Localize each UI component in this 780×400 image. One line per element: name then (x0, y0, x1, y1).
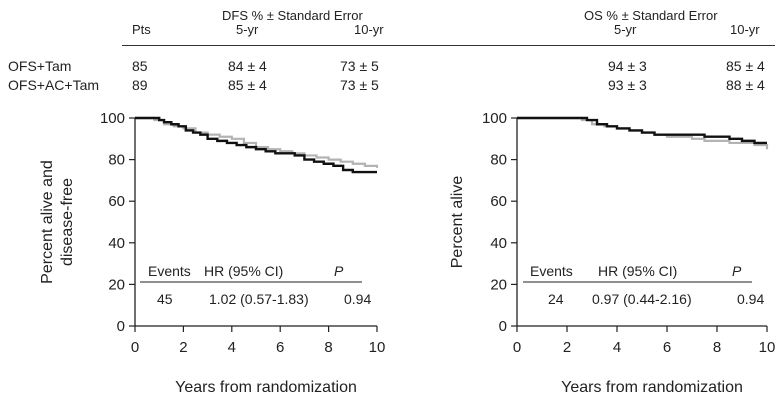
row-os-10yr: 88 ± 4 (726, 77, 765, 93)
inset-header-events: Events (530, 263, 573, 279)
x-tick-label: 4 (613, 339, 621, 356)
row-dfs-10yr: 73 ± 5 (340, 77, 379, 93)
y-tick-label: 40 (490, 235, 507, 252)
x-tick-label: 2 (563, 339, 571, 356)
y-axis-title: Percent alive and (39, 160, 56, 284)
y-tick-label: 0 (499, 318, 507, 335)
table-rule (122, 45, 775, 46)
header-os-5yr: 5-yr (614, 22, 637, 37)
row-os-5yr: 93 ± 3 (608, 77, 647, 93)
y-tick-label: 0 (117, 318, 125, 335)
y-tick-label: 80 (108, 152, 125, 169)
inset-hr-value: 1.02 (0.57-1.83) (209, 291, 309, 307)
inset-p-value: 0.94 (344, 291, 371, 307)
x-tick-label: 6 (276, 339, 284, 356)
header-os-10yr: 10-yr (730, 22, 760, 37)
y-tick-label: 100 (482, 110, 507, 127)
inset-events-value: 24 (548, 291, 564, 307)
x-tick-label: 0 (131, 339, 139, 356)
x-tick-label: 8 (713, 339, 721, 356)
x-tick-label: 10 (369, 339, 386, 356)
x-axis-title: Years from randomization (561, 379, 743, 396)
row-pts: 89 (132, 77, 148, 93)
y-tick-label: 100 (100, 110, 125, 127)
y-axis-title: Percent alive (449, 176, 466, 269)
x-tick-label: 10 (759, 339, 776, 356)
header-dfs-10yr: 10-yr (354, 22, 384, 37)
y-tick-label: 80 (490, 152, 507, 169)
header-dfs-group: DFS % ± Standard Error (222, 8, 363, 23)
inset-header-p: P (732, 263, 742, 279)
x-tick-label: 8 (324, 339, 332, 356)
y-axis-title-line2: disease-free (59, 178, 76, 266)
y-tick-label: 20 (490, 276, 507, 293)
x-tick-label: 2 (179, 339, 187, 356)
y-tick-label: 20 (108, 276, 125, 293)
survival-curve-black (135, 116, 377, 174)
row-dfs-5yr: 84 ± 4 (228, 58, 267, 74)
inset-header-hr: HR (95% CI) (598, 263, 677, 279)
inset-hr-value: 0.97 (0.44-2.16) (592, 291, 692, 307)
x-tick-label: 6 (663, 339, 671, 356)
inset-p-value: 0.94 (737, 291, 764, 307)
x-axis-title: Years from randomization (175, 379, 357, 396)
km-chart-1: 0 20 40 60 80 100 0 2 4 6 8 10 Years from randomizat… (39, 110, 385, 396)
inset-header-p: P (334, 263, 344, 279)
header-os-group: OS % ± Standard Error (584, 8, 718, 23)
survival-curve-black (517, 116, 767, 145)
row-arm-ofs-tam: OFS+Tam (8, 58, 72, 74)
x-tick-label: 4 (228, 339, 236, 356)
header-pts: Pts (132, 22, 151, 37)
x-tick-label: 0 (513, 339, 521, 356)
row-os-5yr: 94 ± 3 (608, 58, 647, 74)
row-pts: 85 (132, 58, 148, 74)
inset-events-value: 45 (157, 291, 173, 307)
inset-header-events: Events (148, 263, 191, 279)
y-tick-label: 60 (490, 193, 507, 210)
header-dfs-5yr: 5-yr (236, 22, 259, 37)
survival-curve-grey (135, 116, 379, 168)
row-dfs-5yr: 85 ± 4 (228, 77, 267, 93)
row-arm-ofs-ac-tam: OFS+AC+Tam (8, 77, 100, 93)
row-dfs-10yr: 73 ± 5 (340, 58, 379, 74)
inset-header-hr: HR (95% CI) (204, 263, 283, 279)
y-tick-label: 40 (108, 235, 125, 252)
row-os-10yr: 85 ± 4 (726, 58, 765, 74)
y-tick-label: 60 (108, 193, 125, 210)
